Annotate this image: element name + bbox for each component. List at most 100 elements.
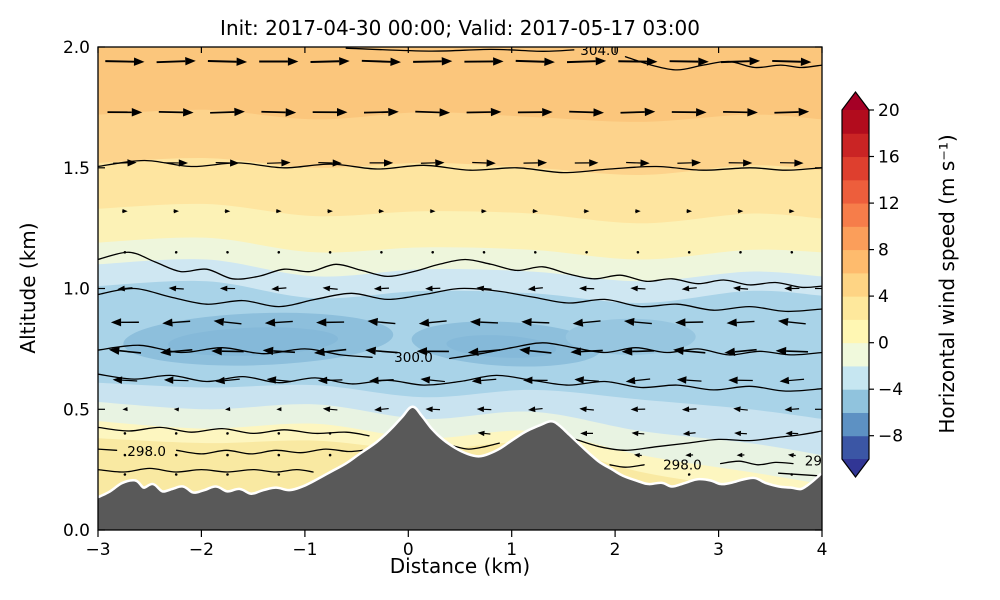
wind-arrow [532,209,539,214]
wind-arrow [790,473,794,476]
wind-arrow [583,209,590,214]
wind-arrow [687,251,691,254]
wind-arrow [418,318,447,327]
contour-label: 300.0 [394,350,433,366]
wind-arrow [574,159,599,167]
wind-arrow [416,347,449,356]
wind-arrow [523,159,548,167]
wind-arrow [736,452,745,458]
plot-title: Init: 2017-04-30 00:00; Valid: 2017-05-1… [220,16,700,40]
wind-arrow [431,251,435,254]
colorbar-band [842,272,869,297]
wind-arrows [105,56,812,476]
wind-arrow [328,251,332,254]
wind-arrow [226,432,229,435]
wind-arrow [467,347,501,356]
wind-arrow [277,432,281,435]
wind-arrow [476,406,492,413]
wind-arrow [579,285,595,292]
wind-arrow [160,347,193,356]
x-tick-label: −2 [189,540,214,560]
colorbar-tick-label: 8 [878,241,889,261]
wind-arrow [779,159,804,167]
wind-arrow [266,376,292,384]
wind-arrow [523,376,548,384]
wind-arrow [168,285,184,292]
wind-arrow [415,108,451,117]
wind-arrow [635,209,641,214]
wind-arrow [262,346,296,356]
wind-arrow [113,159,137,167]
wind-arrow [369,376,394,385]
colorbar-tick-label: −8 [878,427,903,447]
wind-arrow [117,285,133,292]
wind-arrow [785,430,799,437]
wind-arrow [318,159,342,167]
x-tick-label: 3 [713,540,724,560]
x-tick-label: 4 [817,540,828,560]
wind-arrow [669,57,709,66]
wind-arrow [621,347,655,356]
wind-arrow [477,430,491,437]
colorbar-tick-label: −4 [878,380,903,400]
y-axis-label: Altitude (km) [16,222,40,354]
wind-arrow [630,406,646,413]
wind-arrow [369,159,394,167]
wind-arrow [105,57,145,66]
wind-arrow [207,57,248,66]
wind-arrow [724,347,757,357]
colorbar-band [842,156,869,181]
wind-arrow [380,250,383,254]
wind-arrow [476,285,492,292]
wind-arrow [519,346,552,355]
wind-speed-bands [98,47,822,530]
wind-arrow [425,285,441,292]
wind-arrow [470,318,499,327]
wind-arrow [681,285,697,292]
wind-arrow [112,376,138,384]
wind-arrow [734,430,747,437]
wind-arrow [472,159,496,167]
wind-arrow [174,250,178,254]
wind-arrow [226,251,229,254]
wind-arrow [471,376,497,385]
jet-core-blob [565,318,696,355]
colorbar-tick-label: 20 [878,101,900,121]
wind-arrow [569,108,604,117]
colorbar-band [842,319,869,344]
wind-arrow [316,318,345,327]
terrain-fill [98,407,822,530]
wind-arrow [533,250,537,254]
wind-arrow [732,285,749,292]
wind-arrow [570,347,603,356]
x-tick-label: 2 [610,540,621,560]
wind-arrow [527,285,543,292]
wind-arrow [271,285,287,292]
wind-arrow [723,108,758,117]
wind-arrow [373,285,390,292]
wind-arrow [631,430,645,437]
x-tick-label: 0 [403,540,414,560]
colorbar-label: Horizontal wind speed (m s⁻¹) [935,134,959,434]
wind-arrow [226,473,229,476]
wind-arrow [363,107,399,117]
wind-arrow [466,107,502,117]
wind-arrow [108,346,142,355]
colorbar-band [842,249,869,274]
wind-arrow [264,318,293,327]
x-tick-label: −3 [85,540,110,560]
wind-arrow [107,108,143,117]
wind-arrow [728,376,753,384]
wind-arrow [322,406,338,413]
wind-arrow [365,346,398,356]
wind-arrow [224,209,231,214]
wind-arrow [515,57,555,66]
wind-arrow [425,406,441,413]
y-tick-label: 2.0 [63,38,90,58]
wind-arrow [162,318,191,327]
terrain [98,405,822,530]
wind-arrow [585,251,588,254]
wind-arrow [219,285,236,292]
wind-arrow [682,430,696,437]
